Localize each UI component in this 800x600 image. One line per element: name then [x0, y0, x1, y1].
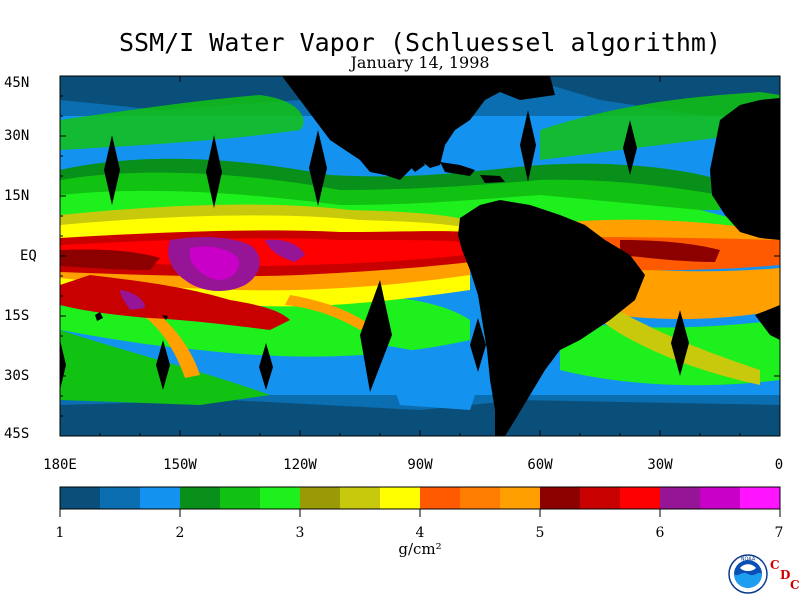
colorbar-swatch — [460, 487, 501, 509]
colorbar-swatch — [700, 487, 741, 509]
colorbar-swatch — [500, 487, 541, 509]
colorbar-swatch — [660, 487, 701, 509]
colorbar-swatch — [140, 487, 181, 509]
map-title: SSM/I Water Vapor (Schluessel algorithm) — [118, 28, 722, 57]
colorbar-swatch — [620, 487, 661, 509]
lon-label-150w: 150W — [163, 457, 197, 473]
colorbar-swatch — [60, 487, 101, 509]
cdc-letter-d: D — [780, 568, 791, 582]
map-date: January 14, 1998 — [350, 53, 490, 72]
colorbar-swatch — [740, 487, 781, 509]
colorbar-swatch — [220, 487, 261, 509]
lat-label-eq: EQ — [20, 248, 37, 264]
lat-label-30n: 30N — [4, 128, 30, 144]
colorbar — [60, 487, 781, 509]
lon-label-180e: 180E — [43, 457, 77, 473]
colorbar-tick-3: 3 — [295, 525, 305, 541]
colorbar-tick-4: 4 — [415, 525, 425, 541]
lon-label-30w: 30W — [647, 457, 673, 473]
lat-label-45s: 45S — [4, 426, 30, 442]
colorbar-swatch — [340, 487, 381, 509]
lat-label-15s: 15S — [4, 308, 30, 324]
colorbar-swatch — [420, 487, 461, 509]
colorbar-swatch — [380, 487, 421, 509]
noaa-logo-text: NOAA — [741, 557, 756, 563]
lon-label-90w: 90W — [407, 457, 433, 473]
colorbar-swatch — [260, 487, 301, 509]
colorbar-tick-2: 2 — [175, 525, 185, 541]
colorbar-swatch — [580, 487, 621, 509]
colorbar-tick-6: 6 — [655, 525, 665, 541]
colorbar-swatch — [180, 487, 221, 509]
colorbar-tick-1: 1 — [55, 525, 65, 541]
cdc-letter-c1: C — [770, 558, 780, 572]
colorbar-tick-7: 7 — [774, 525, 784, 541]
lon-label-120w: 120W — [283, 457, 317, 473]
lon-label-60w: 60W — [527, 457, 553, 473]
lon-label-0: 0 — [774, 457, 784, 473]
lat-label-45n: 45N — [4, 75, 30, 91]
colorbar-swatch — [540, 487, 581, 509]
colorbar-swatch — [100, 487, 141, 509]
colorbar-swatch — [300, 487, 341, 509]
colorbar-unit: g/cm² — [398, 540, 442, 558]
lat-label-15n: 15N — [4, 188, 30, 204]
cdc-letter-c2: C — [790, 578, 800, 592]
colorbar-tick-5: 5 — [535, 525, 545, 541]
lat-label-30s: 30S — [4, 368, 30, 384]
noaa-logo-icon: NOAA — [728, 554, 768, 594]
